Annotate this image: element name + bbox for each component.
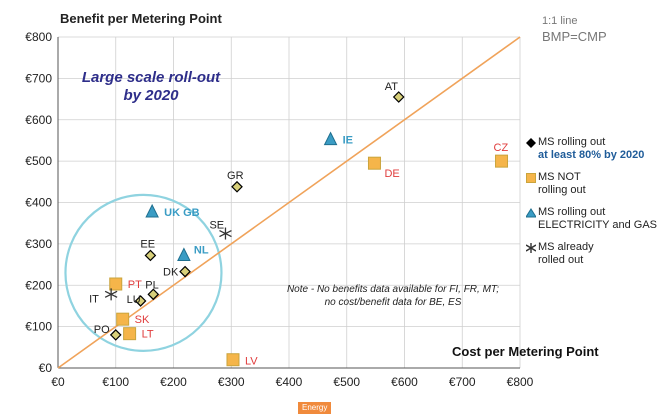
point-label: AT (385, 81, 399, 93)
legend-item-electricity-gas: MS rolling out ELECTRICITY and GAS (526, 206, 668, 232)
x-tick-label: €700 (449, 375, 476, 389)
note-line-1: Note - No benefits data available for FI… (286, 284, 500, 295)
point-label: PL (145, 279, 158, 291)
rollout-annotation-line1: Large scale roll-out (81, 69, 221, 86)
y-tick-label: €200 (25, 278, 52, 292)
legend-label: MS NOT (538, 171, 581, 183)
legend-item-rolling-out: MS rolling out at least 80% by 2020 (526, 136, 668, 162)
y-tick-label: €100 (25, 320, 52, 334)
y-tick-label: €700 (25, 71, 52, 85)
diamond-marker (134, 295, 147, 307)
y-tick-label: €800 (25, 30, 52, 44)
point-label: UK GB (164, 207, 200, 219)
square-marker (116, 312, 130, 326)
legend-label: MS rolling out (538, 136, 606, 148)
asterisk-stroke (104, 290, 118, 298)
rollout-annotation: Large scale roll-out by 2020 (76, 69, 226, 105)
x-tick-label: €300 (218, 375, 245, 389)
x-axis-title: Cost per Metering Point (452, 344, 599, 359)
asterisk-stroke (219, 229, 232, 238)
point-label: EE (140, 238, 155, 250)
x-tick-label: €400 (276, 375, 303, 389)
point-label: IE (343, 135, 353, 147)
point-label: DE (384, 168, 399, 180)
energy-tab[interactable]: Energy (298, 402, 332, 414)
point-label: PT (128, 279, 142, 291)
point-label: LU (127, 294, 141, 306)
x-tick-label: €500 (333, 375, 360, 389)
x-tick-label: €600 (391, 375, 418, 389)
point-label: DK (163, 267, 179, 279)
y-tick-label: €600 (25, 113, 52, 127)
x-tick-label: €100 (102, 375, 129, 389)
reference-line-name: 1:1 line (542, 15, 578, 27)
y-tick-label: €500 (25, 154, 52, 168)
legend-item-not-rolling-out: MS NOT rolling out (526, 171, 668, 197)
rollout-annotation-line2: by 2020 (123, 87, 179, 104)
diamond-marker (392, 91, 405, 103)
square-marker (495, 154, 509, 168)
chart-note: Note - No benefits data available for FI… (262, 283, 524, 309)
triangle-marker (145, 203, 159, 218)
point-label: SE (209, 220, 224, 232)
chart-legend: MS rolling out at least 80% by 2020 MS N… (526, 136, 668, 276)
diamond-marker (179, 265, 191, 278)
legend-item-already-rolled-out: MS already rolled out (526, 241, 668, 267)
x-tick-label: €200 (160, 375, 187, 389)
diamond-marker (147, 288, 160, 301)
square-marker (109, 277, 123, 291)
legend-sublabel: rolled out (538, 254, 584, 266)
legend-sublabel: rolling out (538, 184, 586, 196)
point-label: LT (142, 329, 154, 341)
point-label: LV (245, 356, 258, 368)
asterisk-marker (104, 288, 118, 301)
chart-title: Benefit per Metering Point (60, 11, 222, 26)
reference-line-formula: BMP=CMP (542, 29, 607, 44)
legend-sublabel: ELECTRICITY and GAS (538, 219, 658, 231)
reference-line-label: 1:1 line BMP=CMP (542, 14, 607, 44)
legend-marker-triangle (526, 208, 536, 218)
triangle-marker (177, 247, 191, 261)
rollout-circle (64, 193, 223, 352)
square-marker (226, 353, 240, 367)
note-line-2: no cost/benefit data for BE, ES (324, 297, 462, 308)
point-label: CZ (494, 142, 509, 154)
legend-label: MS rolling out (538, 206, 606, 218)
x-tick-label: €800 (507, 375, 534, 389)
y-tick-label: €400 (25, 196, 52, 210)
legend-marker-diamond (526, 138, 536, 148)
x-tick-label: €0 (51, 375, 65, 389)
triangle-marker (323, 131, 338, 146)
diamond-marker (144, 249, 157, 262)
diamond-marker (231, 180, 243, 193)
reference-line-1to1 (57, 36, 521, 369)
legend-marker-asterisk (526, 243, 536, 253)
legend-sublabel: at least 80% by 2020 (538, 149, 645, 161)
point-label: NL (194, 244, 209, 256)
diamond-marker (109, 329, 122, 341)
square-marker (123, 327, 137, 341)
point-label: PO (94, 324, 110, 336)
square-marker (367, 156, 381, 170)
point-label: GR (227, 170, 244, 182)
point-label: IT (89, 293, 99, 305)
asterisk-marker (219, 227, 232, 240)
legend-marker-square (526, 173, 536, 183)
legend-label: MS already (538, 241, 594, 253)
y-tick-label: €0 (39, 361, 53, 375)
y-tick-label: €300 (25, 237, 52, 251)
point-label: SK (135, 314, 150, 326)
